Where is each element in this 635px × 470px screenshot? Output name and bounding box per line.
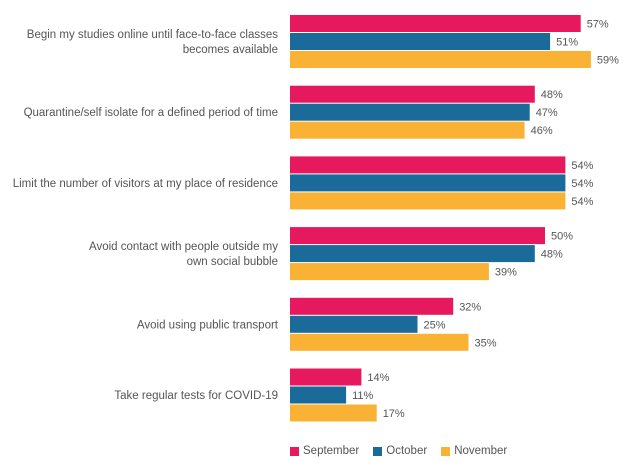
- bar-september: [290, 85, 535, 103]
- category-label: own social bubble: [187, 256, 278, 268]
- bar-november: [290, 51, 591, 68]
- category-label: Quarantine/self isolate for a defined pe…: [24, 107, 278, 119]
- data-label: 46%: [531, 125, 553, 137]
- legend: September October November: [290, 445, 507, 457]
- category-label: Avoid contact with people outside my: [89, 241, 278, 253]
- bar-chart: Begin my studies online until face-to-fa…: [13, 15, 619, 422]
- data-label: 17%: [383, 408, 405, 420]
- data-label: 39%: [495, 267, 517, 279]
- data-label: 54%: [571, 196, 593, 208]
- bar-september: [290, 15, 581, 32]
- legend-item-october: October: [373, 445, 427, 457]
- bar-october: [290, 386, 347, 404]
- bar-october: [290, 33, 551, 50]
- bar-november: [290, 404, 377, 422]
- legend-swatch-november: [441, 446, 451, 456]
- bar-october: [290, 315, 418, 333]
- legend-swatch-october: [373, 446, 383, 456]
- bar-september: [290, 156, 566, 174]
- bar-september: [290, 227, 545, 245]
- data-label: 54%: [571, 178, 593, 190]
- data-label: 51%: [556, 37, 578, 49]
- data-label: 32%: [459, 301, 481, 313]
- category-label: Avoid using public transport: [137, 319, 279, 331]
- legend-label-september: September: [303, 445, 360, 457]
- legend-swatch-september: [290, 446, 299, 456]
- legend-item-november: November: [441, 445, 507, 457]
- data-label: 57%: [587, 19, 609, 31]
- bar-november: [290, 121, 525, 139]
- category-label: becomes available: [183, 44, 278, 56]
- data-label: 59%: [597, 55, 619, 67]
- data-label: 35%: [475, 337, 497, 349]
- data-label: 47%: [536, 107, 558, 119]
- category-label: Begin my studies online until face-to-fa…: [27, 29, 278, 41]
- legend-item-september: September: [290, 445, 359, 457]
- bar-september: [290, 297, 454, 315]
- bar-november: [290, 192, 566, 210]
- legend-label-november: November: [454, 445, 508, 457]
- data-label: 50%: [551, 231, 573, 243]
- bar-october: [290, 103, 530, 121]
- data-label: 25%: [424, 319, 446, 331]
- bar-october: [290, 245, 535, 263]
- data-label: 48%: [541, 249, 563, 261]
- data-label: 11%: [352, 390, 373, 402]
- category-label: Limit the number of visitors at my place…: [13, 178, 278, 190]
- data-label: 54%: [571, 160, 593, 172]
- data-label: 14%: [367, 372, 389, 384]
- bar-october: [290, 174, 566, 192]
- bar-september: [290, 368, 362, 386]
- legend-label-october: October: [386, 445, 428, 457]
- category-label: Take regular tests for COVID-19: [114, 390, 278, 402]
- bar-november: [290, 263, 489, 281]
- bar-november: [290, 333, 469, 351]
- data-label: 48%: [541, 89, 563, 101]
